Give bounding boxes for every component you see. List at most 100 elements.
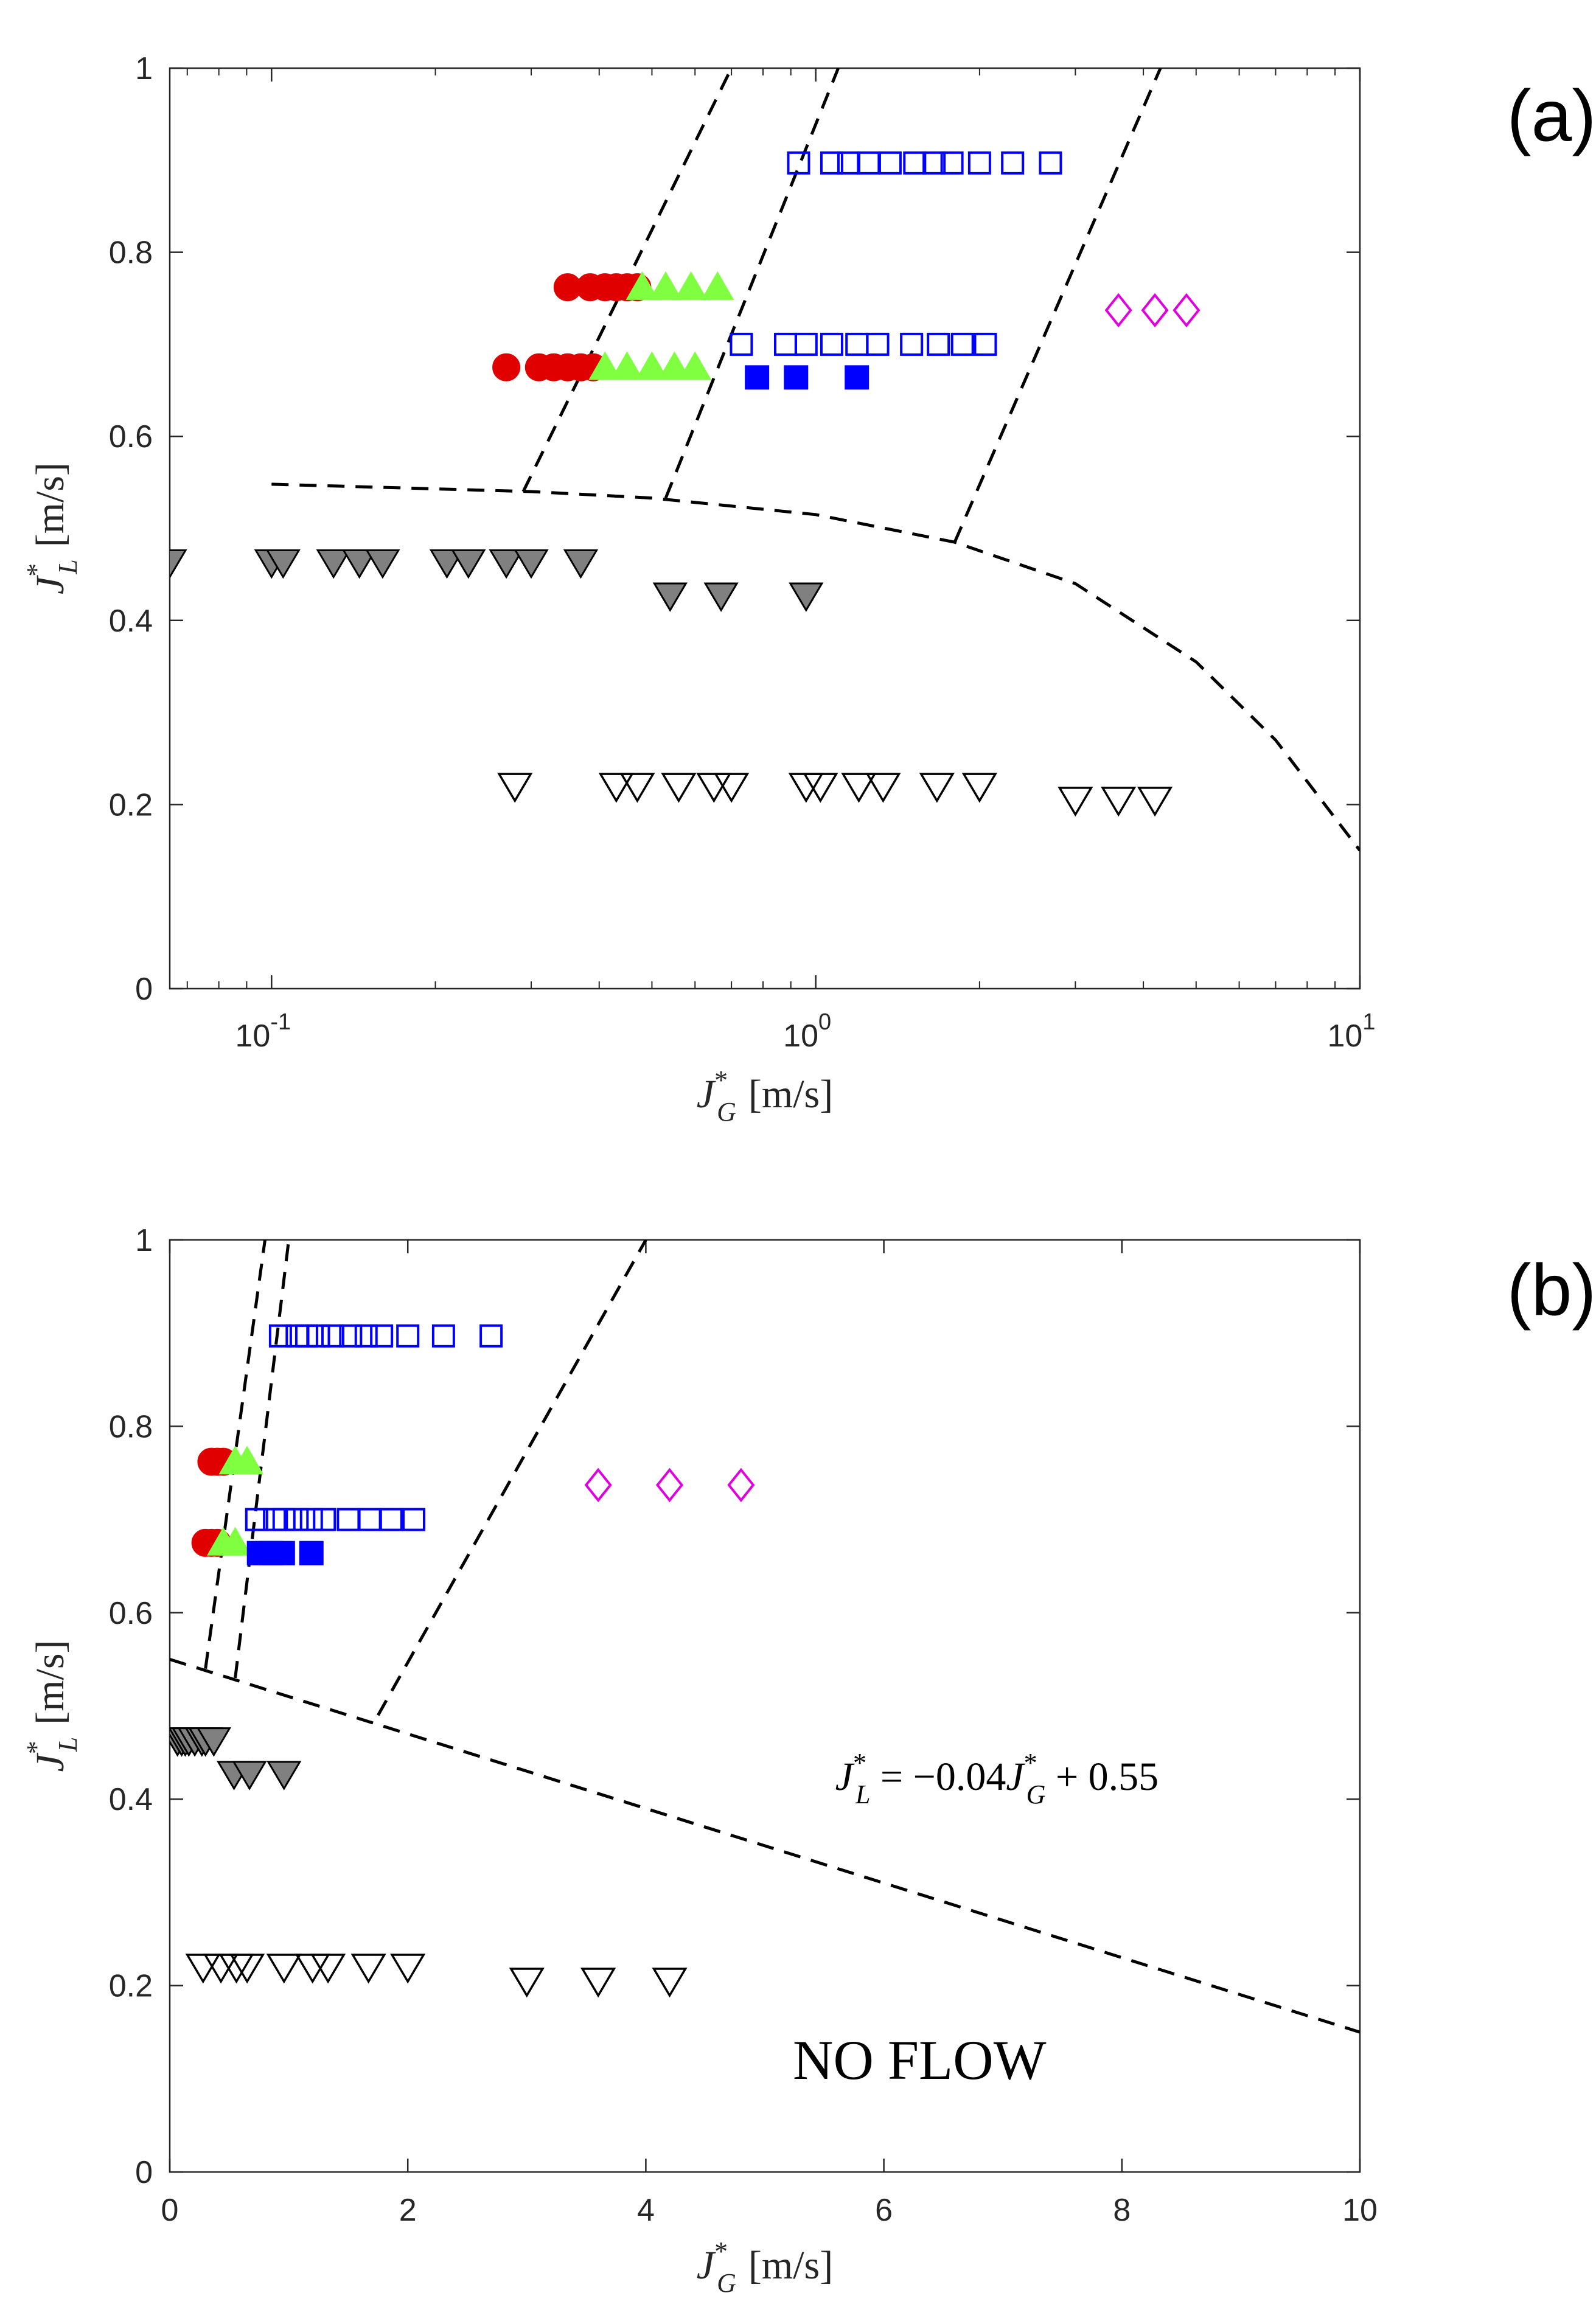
- marker-green-triangle: [626, 271, 659, 300]
- regime-boundary-3: [953, 68, 1162, 543]
- marker-gray-triangle: [170, 549, 187, 579]
- marker-magenta-diamond: [655, 1467, 684, 1503]
- marker-blue-open-square: [967, 151, 991, 175]
- x-tick-label: 100: [783, 1009, 831, 1054]
- marker-green-triangle: [635, 351, 669, 380]
- marker-green-triangle: [658, 351, 691, 380]
- marker-blue-open-square: [1039, 151, 1062, 175]
- y-tick-label: 0.4: [109, 604, 153, 639]
- marker-blue-open-square: [370, 1324, 394, 1348]
- marker-gray-triangle: [316, 549, 351, 579]
- plot-area: [170, 1240, 1360, 2034]
- marker-blue-open-square: [940, 151, 964, 175]
- series-blue-filled-squares: [246, 1540, 324, 1565]
- plot-area: [170, 68, 1360, 852]
- marker-gray-triangle: [429, 549, 465, 579]
- marker-open-triangle: [497, 773, 533, 803]
- series-blue-filled-squares: [745, 365, 869, 390]
- marker-blue-open-square: [272, 1508, 296, 1531]
- series-magenta-diamonds: [1104, 293, 1200, 328]
- series-open-triangles: [185, 1954, 688, 1998]
- marker-blue-open-square: [922, 151, 946, 175]
- marker-open-triangle: [696, 773, 732, 803]
- no-flow-boundary: [170, 1658, 1360, 2034]
- x-tick-label: 10-1: [235, 1009, 291, 1054]
- marker-gray-triangle: [342, 549, 377, 579]
- axes-box: [169, 1239, 1361, 2173]
- marker-open-triangle: [865, 773, 901, 803]
- marker-gray-triangle: [703, 582, 739, 612]
- x-axis-label-symbol: J: [697, 1072, 716, 1116]
- marker-blue-open-square: [313, 1508, 336, 1531]
- marker-open-triangle: [350, 1954, 386, 1984]
- marker-open-triangle: [714, 773, 750, 803]
- eq-tail: + 0.55: [1045, 1755, 1159, 1799]
- no-flow-label: NO FLOW: [793, 2029, 1047, 2091]
- y-axis-label: J*L [m/s]: [21, 462, 83, 594]
- x-tick-exp: 0: [818, 1009, 831, 1035]
- marker-open-triangle: [1101, 787, 1137, 817]
- x-axis-label-sup: *: [714, 2236, 728, 2266]
- marker-open-triangle: [652, 1968, 688, 1998]
- marker-blue-open-square: [299, 1508, 323, 1531]
- x-tick-label: 101: [1328, 1009, 1376, 1054]
- series-green-triangles: [206, 1446, 264, 1556]
- panel-label: (a): [1507, 75, 1596, 156]
- marker-green-triangle: [610, 351, 644, 380]
- y-axis-label-symbol: J: [28, 575, 72, 594]
- marker-blue-open-square: [900, 332, 924, 356]
- marker-blue-open-square: [294, 1324, 318, 1348]
- marker-open-triangle: [310, 1954, 346, 1984]
- marker-open-triangle: [661, 773, 697, 803]
- marker-blue-open-square: [321, 1324, 344, 1348]
- regime-boundary-3: [377, 1240, 647, 1716]
- marker-green-triangle: [701, 271, 734, 300]
- y-tick-label: 0.2: [109, 787, 153, 823]
- y-axis-label-sup: *: [21, 1741, 51, 1754]
- fit-equation: J* L = −0.04J* G + 0.55: [835, 1748, 1159, 1809]
- marker-open-triangle: [841, 773, 877, 803]
- marker-open-triangle: [580, 1968, 616, 1998]
- marker-blue-open-square: [974, 332, 997, 356]
- x-axis-label-sup: *: [714, 1065, 728, 1095]
- marker-magenta-diamond: [727, 1467, 755, 1503]
- eq-lhs-sup: *: [853, 1748, 866, 1778]
- marker-blue-open-square: [1001, 151, 1025, 175]
- marker-blue-filled-square: [784, 365, 809, 390]
- marker-magenta-diamond: [1141, 293, 1169, 328]
- x-tick-label: 8: [1113, 2193, 1131, 2228]
- marker-blue-open-square: [903, 151, 927, 175]
- marker-magenta-diamond: [1173, 293, 1200, 328]
- marker-gray-triangle: [652, 582, 688, 612]
- marker-gray-triangle: [265, 549, 301, 579]
- marker-blue-open-square: [354, 1324, 378, 1348]
- y-tick-label: 0: [135, 2155, 153, 2190]
- marker-blue-filled-square: [299, 1540, 324, 1565]
- x-tick-label: 2: [399, 2193, 417, 2228]
- marker-blue-open-square: [431, 1324, 455, 1348]
- x-tick-label: 10: [1342, 2193, 1378, 2228]
- marker-blue-open-square: [339, 1324, 363, 1348]
- eq-rhs-sub: G: [1026, 1780, 1046, 1809]
- axes-box: [169, 67, 1361, 990]
- marker-open-triangle: [185, 1954, 221, 1984]
- marker-gray-triangle: [267, 1761, 302, 1791]
- y-tick-label: 1: [135, 1223, 153, 1258]
- marker-blue-open-square: [245, 1508, 268, 1531]
- eq-mid: = −0.04: [870, 1755, 1006, 1799]
- marker-blue-open-square: [878, 151, 902, 175]
- y-tick-label: 0.2: [109, 1969, 153, 2004]
- marker-green-triangle: [678, 351, 712, 380]
- marker-gray-triangle: [563, 549, 599, 579]
- x-tick-label: 4: [637, 2193, 655, 2228]
- marker-green-triangle: [588, 351, 622, 380]
- y-axis-label-sub: L: [53, 1737, 83, 1752]
- marker-green-triangle: [218, 1526, 252, 1556]
- marker-blue-open-square: [285, 1508, 309, 1531]
- marker-gray-triangle: [451, 549, 486, 579]
- regime-boundary-2: [234, 1240, 291, 1679]
- marker-blue-open-square: [307, 1324, 330, 1348]
- series-gray-triangles: [170, 549, 824, 612]
